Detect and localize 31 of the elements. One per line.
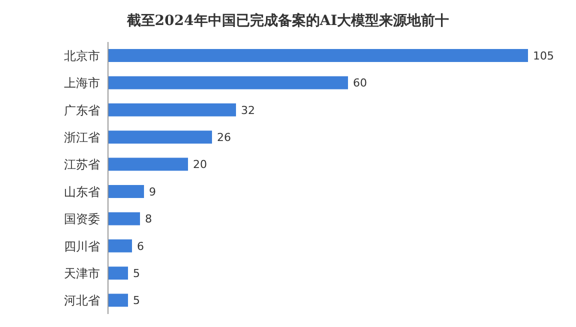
- y-tick-label: 天津市: [64, 266, 100, 280]
- bar: [108, 239, 132, 252]
- chart-title: 截至2024年中国已完成备案的AI大模型来源地前十: [126, 12, 450, 31]
- data-label: 105: [533, 49, 554, 62]
- bar: [108, 49, 528, 62]
- data-label: 8: [145, 212, 152, 226]
- y-tick-label: 河北省: [64, 294, 100, 308]
- data-label: 9: [149, 185, 156, 198]
- y-tick-label: 山东省: [64, 184, 100, 199]
- data-label: 6: [137, 240, 144, 253]
- data-label: 60: [353, 76, 367, 90]
- y-tick-label: 北京市: [64, 48, 100, 63]
- bar: [108, 212, 140, 226]
- bar: [108, 294, 128, 307]
- bar: [108, 130, 212, 144]
- bar: [108, 185, 144, 198]
- data-label: 5: [133, 294, 140, 308]
- y-tick-label: 四川省: [64, 239, 100, 254]
- y-tick-label: 国资委: [64, 212, 100, 226]
- y-tick-label: 广东省: [64, 103, 100, 118]
- data-label: 26: [217, 131, 231, 144]
- data-label: 32: [241, 104, 255, 117]
- bar: [108, 266, 128, 280]
- data-label: 5: [133, 267, 140, 280]
- bar: [108, 158, 188, 171]
- y-tick-label: 江苏省: [64, 158, 100, 172]
- data-label: 20: [193, 158, 207, 172]
- y-tick-label: 浙江省: [64, 130, 100, 144]
- y-tick-label: 上海市: [64, 76, 100, 90]
- bar: [108, 76, 348, 90]
- bar: [108, 103, 236, 116]
